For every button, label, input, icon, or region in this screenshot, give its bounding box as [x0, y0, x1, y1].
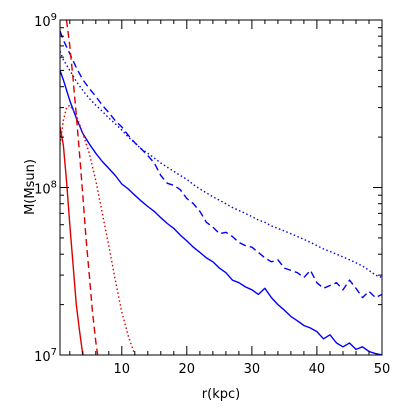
x-tick-label: 20 — [179, 362, 196, 377]
series-line-4 — [60, 126, 84, 355]
x-tick-label: 50 — [374, 362, 391, 377]
y-tick-label: 109 — [34, 12, 57, 30]
y-tick-label: 107 — [34, 347, 57, 365]
x-tick-label: 40 — [309, 362, 326, 377]
series-layer — [60, 20, 382, 355]
series-line-3 — [60, 51, 382, 279]
y-axis-label: M(Msun) — [23, 159, 38, 215]
series-line-2 — [60, 30, 382, 299]
x-tick-label: 30 — [244, 362, 261, 377]
series-line-6 — [60, 104, 136, 355]
series-line-1 — [60, 70, 382, 355]
x-axis-label: r(kpc) — [202, 387, 240, 402]
labels-layer: 10 20 30 40 50 107 108 109 — [34, 12, 390, 377]
x-tick-label: 10 — [114, 362, 131, 377]
ticks-layer — [60, 19, 383, 356]
series-line-5 — [65, 20, 99, 355]
y-tick-label: 108 — [34, 180, 57, 198]
plot-frame — [59, 19, 383, 356]
